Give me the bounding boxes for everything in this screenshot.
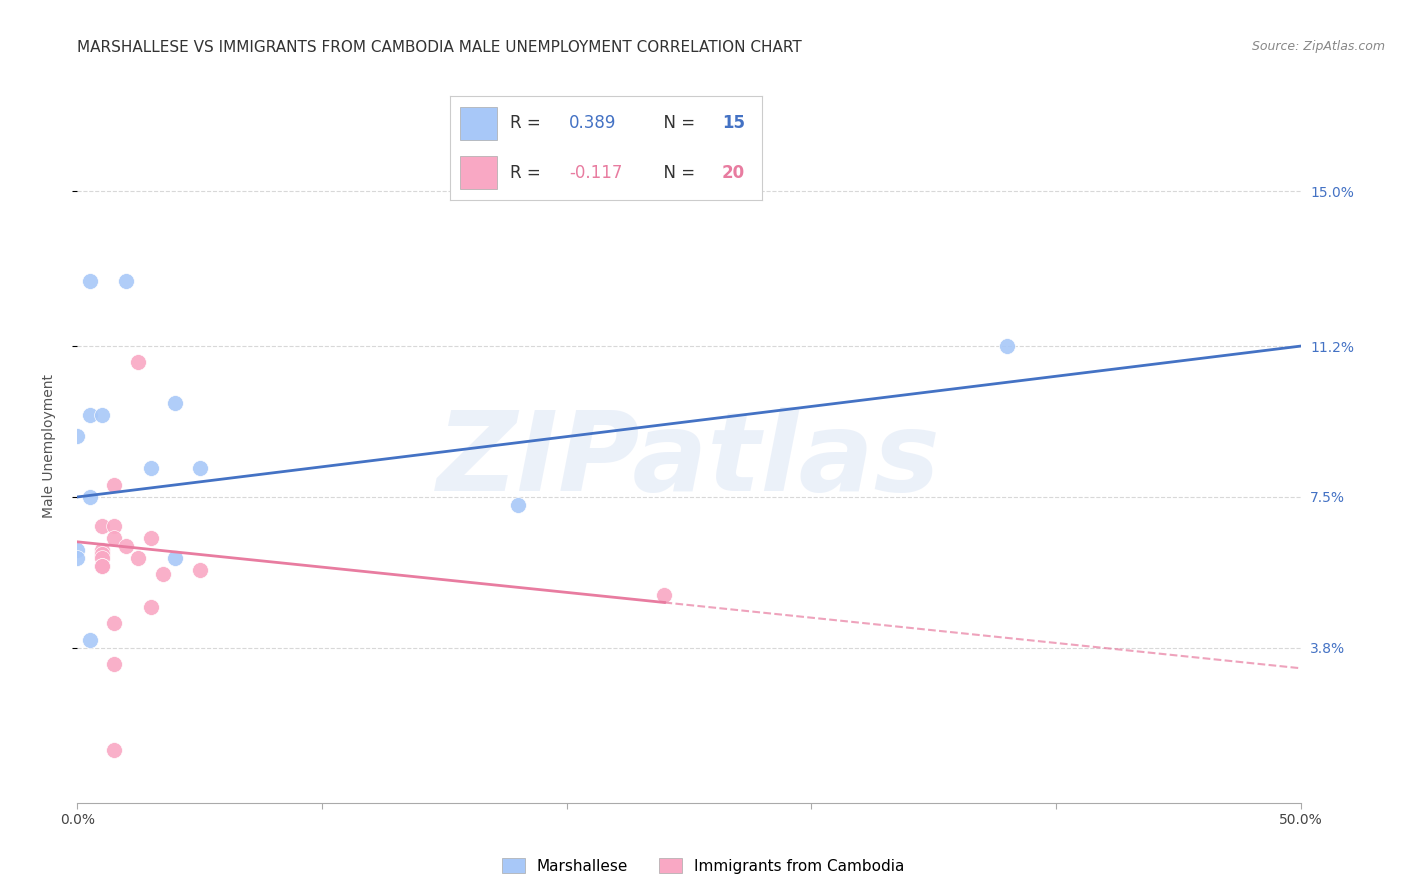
Point — [139, 461, 162, 475]
Point — [506, 498, 529, 512]
Point — [66, 543, 89, 558]
Point — [165, 551, 187, 566]
Point — [152, 567, 174, 582]
Text: MARSHALLESE VS IMMIGRANTS FROM CAMBODIA MALE UNEMPLOYMENT CORRELATION CHART: MARSHALLESE VS IMMIGRANTS FROM CAMBODIA … — [77, 40, 801, 55]
Point — [103, 743, 125, 757]
Point — [103, 616, 125, 631]
Point — [188, 563, 211, 577]
Point — [79, 632, 101, 647]
Point — [654, 588, 676, 602]
Point — [115, 539, 138, 553]
Point — [128, 355, 150, 369]
Point — [128, 551, 150, 566]
Point — [90, 547, 112, 561]
Point — [103, 518, 125, 533]
Point — [103, 531, 125, 545]
Point — [66, 429, 89, 443]
Point — [90, 559, 112, 574]
Text: Source: ZipAtlas.com: Source: ZipAtlas.com — [1251, 40, 1385, 54]
Point — [79, 409, 101, 423]
Point — [103, 477, 125, 491]
Point — [79, 274, 101, 288]
Point — [103, 657, 125, 672]
Point — [66, 551, 89, 566]
Point — [90, 559, 112, 574]
Point — [188, 461, 211, 475]
Point — [79, 490, 101, 504]
Point — [90, 518, 112, 533]
Y-axis label: Male Unemployment: Male Unemployment — [42, 374, 56, 518]
Legend: Marshallese, Immigrants from Cambodia: Marshallese, Immigrants from Cambodia — [495, 852, 911, 880]
Text: ZIPatlas: ZIPatlas — [437, 407, 941, 514]
Point — [165, 396, 187, 410]
Point — [115, 274, 138, 288]
Point — [90, 551, 112, 566]
Point — [139, 600, 162, 615]
Point — [90, 543, 112, 558]
Point — [90, 409, 112, 423]
Point — [995, 339, 1018, 353]
Point — [139, 531, 162, 545]
